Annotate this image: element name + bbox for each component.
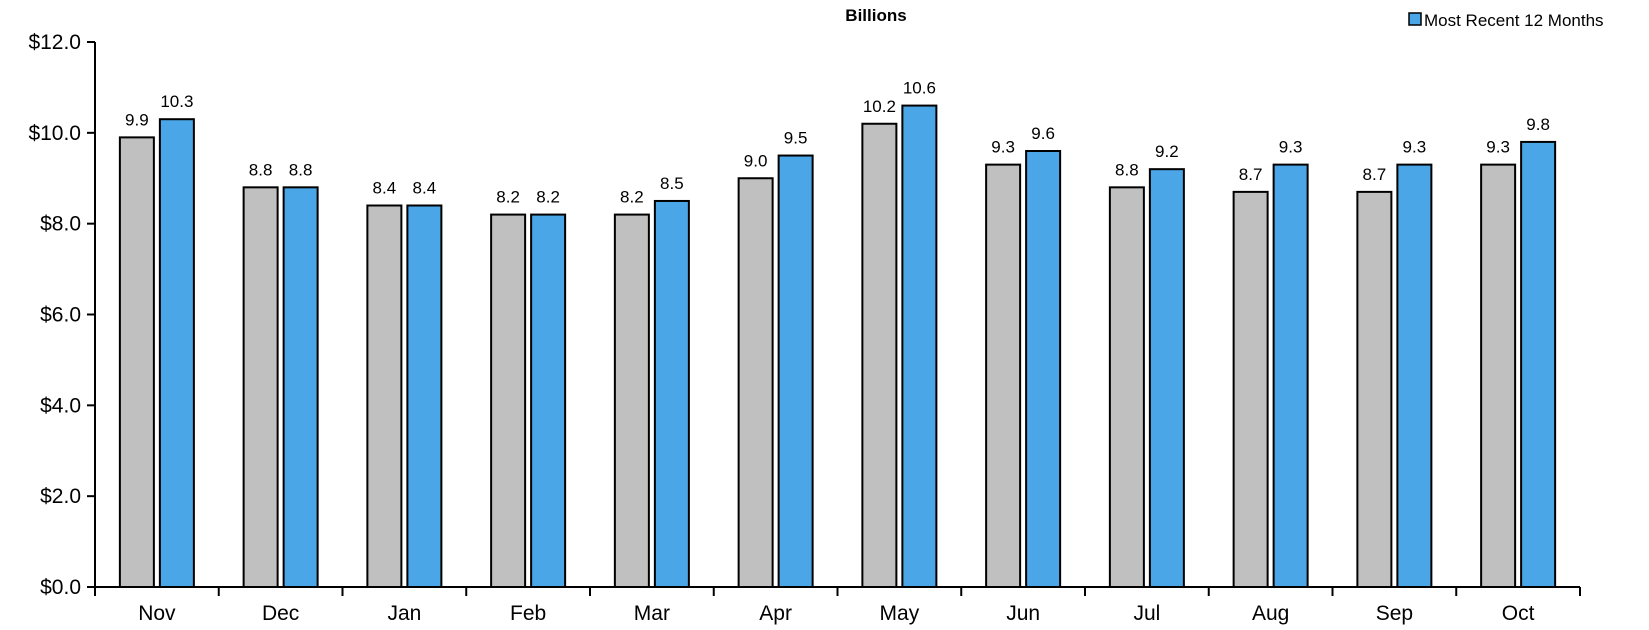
data-labels: 9.9 8.8 8.4 8.2 8.2 9.0 10.2 9.3 8.8 8.7 8.7 9.3 10.…: [125, 79, 1550, 207]
data-label: 9.3: [1403, 138, 1427, 157]
bar: [1108, 186, 1145, 588]
data-label: 9.6: [1031, 124, 1055, 143]
bar: [1025, 150, 1062, 588]
y-axis: $0.0 $2.0 $4.0 $6.0 $8.0 $10.0 $12.0: [28, 31, 95, 599]
data-label: 10.6: [903, 79, 936, 98]
x-tick-label: Sep: [1376, 602, 1413, 625]
data-label: 9.3: [1279, 138, 1303, 157]
y-tick-label: $10.0: [28, 122, 81, 145]
bar: [158, 118, 195, 588]
data-label: 9.3: [991, 138, 1015, 157]
legend-label: Most Recent 12 Months: [1424, 11, 1604, 30]
x-tick-label: Aug: [1252, 602, 1289, 625]
bar: [1272, 163, 1309, 588]
bar: [406, 204, 443, 588]
bar: [901, 104, 938, 588]
bars: [118, 104, 1557, 589]
y-tick-label: $8.0: [40, 213, 81, 236]
data-label: 8.8: [1115, 160, 1139, 179]
x-tick-label: Mar: [634, 602, 670, 625]
x-tick-label: Jun: [1006, 602, 1040, 625]
data-label: 9.9: [125, 110, 149, 129]
data-label: 8.8: [249, 160, 273, 179]
x-tick-label: Jul: [1133, 602, 1160, 625]
bar: [653, 199, 690, 588]
bar: [118, 136, 155, 588]
y-tick-label: $12.0: [28, 31, 81, 54]
data-label: 10.2: [863, 97, 896, 116]
data-label: 8.8: [289, 160, 313, 179]
data-label: 10.3: [160, 92, 193, 111]
x-tick-label: Dec: [262, 602, 299, 625]
bar: [366, 204, 403, 588]
data-label: 9.2: [1155, 142, 1179, 161]
data-label: 8.7: [1239, 165, 1263, 184]
legend: Most Recent 12 Months: [1408, 11, 1604, 30]
x-tick-label: Jan: [387, 602, 421, 625]
x-axis: Nov Dec Jan Feb Mar Apr May Jun Jul Aug Sep Oct: [94, 587, 1581, 625]
data-label: 8.4: [413, 179, 437, 198]
data-label: 8.2: [496, 188, 520, 207]
bar: [861, 122, 898, 588]
bar: [1232, 190, 1269, 588]
data-label: 8.2: [620, 188, 644, 207]
y-tick-label: $0.0: [40, 576, 81, 599]
legend-swatch: [1408, 12, 1422, 26]
data-label: 9.0: [744, 151, 768, 170]
chart-title: Billions: [845, 6, 906, 25]
bar: [1356, 190, 1393, 588]
data-label: 9.8: [1526, 115, 1550, 134]
y-tick-label: $2.0: [40, 485, 81, 508]
x-tick-label: Nov: [138, 602, 176, 625]
bar: [1480, 163, 1517, 588]
bar: [1396, 163, 1433, 588]
bar: [985, 163, 1022, 588]
x-tick-label: May: [880, 602, 920, 625]
data-label: 8.5: [660, 174, 684, 193]
y-tick-label: $4.0: [40, 394, 81, 417]
bar: [737, 177, 774, 588]
x-tick-label: Feb: [510, 602, 546, 625]
bar: [530, 213, 567, 588]
data-label: 9.5: [784, 129, 808, 148]
x-tick-label: Oct: [1502, 602, 1535, 625]
data-label: 9.3: [1486, 138, 1510, 157]
bar: [777, 154, 814, 589]
bar: [490, 213, 527, 588]
data-label: 8.2: [536, 188, 560, 207]
bar: [282, 186, 319, 588]
bar: [1148, 168, 1185, 589]
y-tick-label: $6.0: [40, 304, 81, 327]
data-label: 8.7: [1363, 165, 1387, 184]
bar: [1520, 140, 1557, 589]
bar: [613, 213, 650, 588]
data-label: 8.4: [373, 179, 397, 198]
x-tick-label: Apr: [759, 602, 792, 625]
bar: [242, 186, 279, 588]
